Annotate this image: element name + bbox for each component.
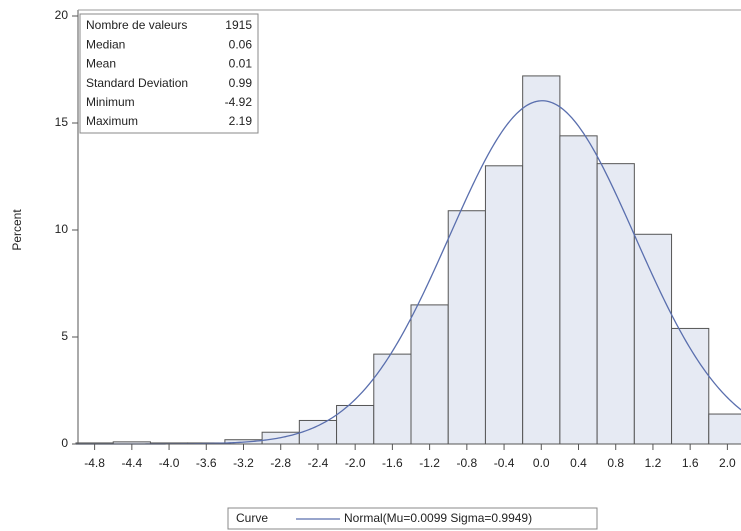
y-tick-label: 0	[61, 436, 68, 450]
legend-label: Normal(Mu=0.0099 Sigma=0.9949)	[344, 511, 532, 525]
x-tick-label: -4.8	[84, 456, 105, 470]
bar	[298, 419, 338, 445]
stat-value: -4.92	[225, 95, 253, 109]
x-tick-label: -3.6	[196, 456, 217, 470]
bar	[708, 413, 741, 445]
y-tick-label: 15	[55, 115, 69, 129]
x-tick-label: -0.4	[494, 456, 515, 470]
x-tick-label: -1.6	[382, 456, 403, 470]
x-tick-label: -2.4	[308, 456, 329, 470]
y-tick-label: 5	[61, 329, 68, 343]
stat-value: 1915	[225, 18, 252, 32]
x-tick-label: -3.2	[233, 456, 254, 470]
x-tick-label: 2.0	[719, 456, 736, 470]
bar	[559, 135, 598, 445]
bar	[447, 210, 486, 445]
stat-value: 0.01	[229, 57, 253, 71]
stat-label: Minimum	[86, 95, 135, 109]
bar	[596, 163, 635, 445]
x-tick-label: -2.0	[345, 456, 366, 470]
bar	[522, 75, 561, 445]
x-tick-label: 0.4	[570, 456, 587, 470]
stat-label: Maximum	[86, 114, 138, 128]
stat-value: 0.99	[229, 76, 253, 90]
y-tick-label: 20	[55, 8, 69, 22]
stat-label: Standard Deviation	[86, 76, 188, 90]
bar	[633, 233, 673, 445]
stats-box	[79, 13, 259, 134]
stat-label: Nombre de valeurs	[86, 18, 187, 32]
x-tick-label: -0.8	[456, 456, 477, 470]
stat-label: Mean	[86, 57, 116, 71]
bar	[410, 304, 449, 445]
x-tick-label: 1.6	[682, 456, 699, 470]
x-tick-label: -1.2	[419, 456, 440, 470]
x-tick-label: -4.0	[159, 456, 180, 470]
legend-box	[227, 507, 598, 530]
bar	[484, 165, 524, 445]
bar	[671, 327, 710, 445]
y-axis-label: Percent	[10, 209, 24, 251]
x-tick-label: 0.8	[607, 456, 624, 470]
legend-title: Curve	[236, 511, 268, 525]
x-tick-label: 1.2	[645, 456, 662, 470]
stat-value: 2.19	[229, 114, 253, 128]
y-tick-label: 10	[55, 222, 69, 236]
bar	[373, 353, 412, 445]
x-tick-label: -4.4	[121, 456, 142, 470]
stat-value: 0.06	[229, 37, 253, 51]
x-tick-label: 0.0	[533, 456, 550, 470]
x-tick-label: -2.8	[270, 456, 291, 470]
stat-label: Median	[86, 37, 125, 51]
